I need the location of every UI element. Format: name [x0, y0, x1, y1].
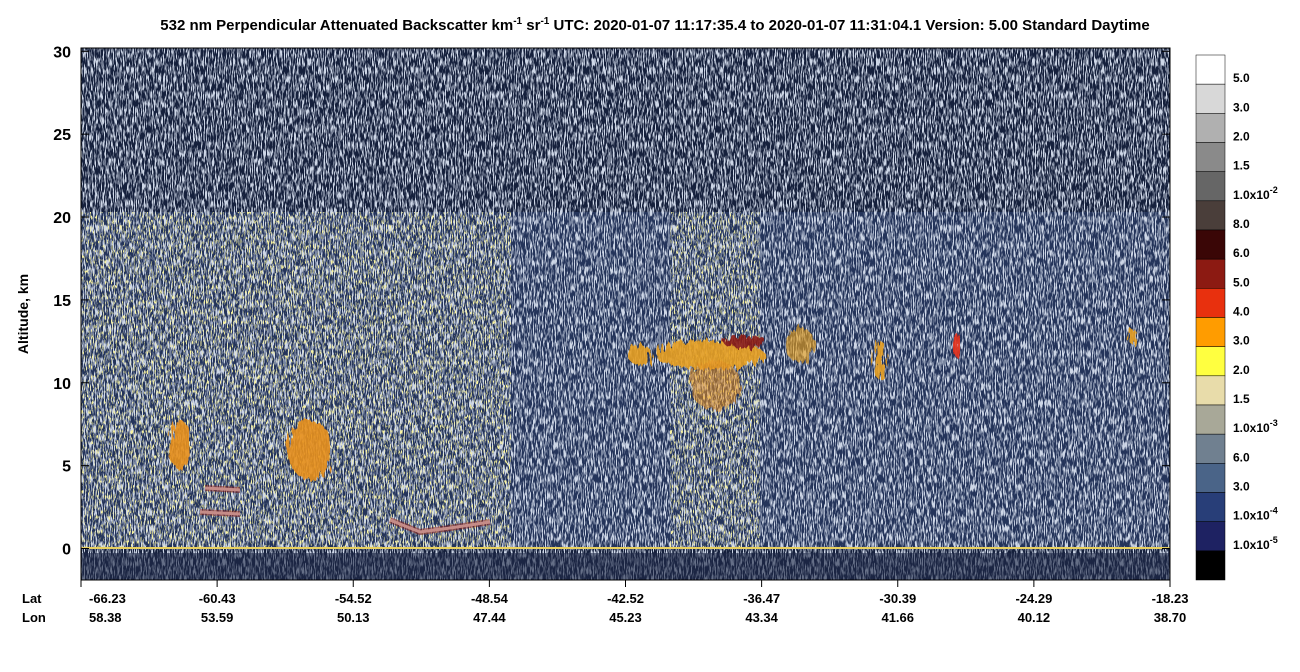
lat-tick-label: -66.23: [89, 591, 126, 606]
colorbar-label-text: 1.5: [1233, 159, 1250, 173]
colorbar-swatch: [1195, 550, 1226, 581]
curtain-texture: [81, 48, 1170, 580]
lat-tick-label: -24.29: [1015, 591, 1052, 606]
lat-tick-label: -54.52: [335, 591, 372, 606]
colorbar-swatch: [1195, 288, 1226, 318]
colorbar-label: 1.0x10-4: [1233, 506, 1278, 523]
lon-row-label: Lon: [22, 610, 46, 625]
colorbar-swatch: [1195, 433, 1226, 464]
lon-tick-label: 38.70: [1154, 610, 1187, 625]
colorbar-label: 1.5: [1233, 392, 1250, 406]
lon-tick-label: 40.12: [1018, 610, 1051, 625]
colorbar-label: 3.0: [1233, 334, 1250, 348]
colorbar-swatch: [1195, 404, 1226, 435]
colorbar-label: 1.5: [1233, 159, 1250, 173]
y-tick-label: 5: [62, 459, 71, 476]
colorbar-swatch: [1195, 54, 1226, 85]
lat-tick-label: -18.23: [1152, 591, 1189, 606]
colorbar-label: 2.0: [1233, 363, 1250, 377]
colorbar-label-text: 1.0x10: [1233, 188, 1270, 202]
y-tick-label: 25: [53, 127, 71, 144]
y-tick-label: 0: [62, 542, 71, 559]
title-superscript: -1: [513, 16, 522, 27]
y-tick-label: 30: [53, 44, 71, 61]
colorbar-swatch: [1195, 492, 1226, 522]
colorbar-label-text: 1.0x10: [1233, 538, 1270, 552]
colorbar-swatch: [1195, 200, 1226, 231]
lon-tick-label: 45.23: [609, 610, 642, 625]
colorbar-label-text: 1.0x10: [1233, 421, 1270, 435]
colorbar-label-exponent: -4: [1270, 506, 1278, 516]
lon-tick-label: 50.13: [337, 610, 370, 625]
colorbar-label-text: 3.0: [1233, 334, 1250, 348]
colorbar-label: 1.0x10-3: [1233, 418, 1278, 435]
lon-tick-label: 53.59: [201, 610, 234, 625]
lat-tick-label: -30.39: [879, 591, 916, 606]
colorbar-label-exponent: -3: [1270, 418, 1278, 428]
lat-tick-label: -42.52: [607, 591, 644, 606]
lat-row-label: Lat: [22, 591, 42, 606]
colorbar-label: 5.0: [1233, 275, 1250, 289]
colorbar-label-text: 3.0: [1233, 480, 1250, 494]
colorbar-label: 6.0: [1233, 450, 1250, 464]
colorbar-label: 1.0x10-2: [1233, 185, 1278, 202]
colorbar-swatch: [1195, 258, 1226, 289]
y-tick-label: 10: [53, 376, 71, 393]
y-tick-label: 15: [53, 293, 71, 310]
lon-tick-label: 58.38: [89, 610, 122, 625]
colorbar-swatch: [1195, 346, 1226, 377]
colorbar-label-text: 2.0: [1233, 363, 1250, 377]
colorbar-swatch: [1195, 375, 1226, 406]
colorbar-swatch: [1195, 171, 1226, 202]
colorbar-label-exponent: -5: [1270, 535, 1278, 545]
colorbar-label-text: 1.5: [1233, 392, 1250, 406]
colorbar-label-text: 2.0: [1233, 130, 1250, 144]
title-part: 532 nm Perpendicular Attenuated Backscat…: [160, 17, 513, 34]
colorbar-swatch: [1195, 521, 1226, 552]
y-axis-label: Altitude, km: [15, 274, 31, 354]
colorbar-label-text: 4.0: [1233, 305, 1250, 319]
chart-title: 532 nm Perpendicular Attenuated Backscat…: [160, 16, 1149, 34]
lon-tick-label: 41.66: [881, 610, 914, 625]
colorbar-swatch: [1195, 83, 1226, 114]
colorbar-label-text: 6.0: [1233, 246, 1250, 260]
colorbar-swatch: [1195, 317, 1226, 347]
colorbar-label: 2.0: [1233, 130, 1250, 144]
colorbar-label-text: 5.0: [1233, 71, 1250, 85]
colorbar-swatch: [1195, 142, 1226, 172]
title-part: sr: [522, 17, 541, 34]
colorbar-label-text: 3.0: [1233, 100, 1250, 114]
lon-tick-label: 47.44: [473, 610, 506, 625]
colorbar-label-exponent: -2: [1270, 185, 1278, 195]
lat-tick-label: -60.43: [199, 591, 236, 606]
colorbar-label: 1.0x10-5: [1233, 535, 1278, 552]
colorbar-label: 4.0: [1233, 305, 1250, 319]
colorbar-swatch: [1195, 113, 1226, 143]
colorbar-label: 3.0: [1233, 480, 1250, 494]
colorbar-label-text: 6.0: [1233, 450, 1250, 464]
colorbar-swatch: [1195, 229, 1226, 260]
title-superscript: -1: [540, 16, 549, 27]
title-part: UTC: 2020-01-07 11:17:35.4 to 2020-01-07…: [549, 17, 1149, 34]
colorbar-swatch: [1195, 463, 1226, 493]
colorbar-label-text: 5.0: [1233, 275, 1250, 289]
colorbar-label: 8.0: [1233, 217, 1250, 231]
lat-tick-label: -48.54: [471, 591, 509, 606]
colorbar-label-text: 8.0: [1233, 217, 1250, 231]
lat-tick-label: -36.47: [743, 591, 780, 606]
lon-tick-label: 43.34: [745, 610, 778, 625]
colorbar-label: 6.0: [1233, 246, 1250, 260]
colorbar-label: 5.0: [1233, 71, 1250, 85]
y-tick-label: 20: [53, 210, 71, 227]
colorbar-label-text: 1.0x10: [1233, 509, 1270, 523]
colorbar-label: 3.0: [1233, 100, 1250, 114]
